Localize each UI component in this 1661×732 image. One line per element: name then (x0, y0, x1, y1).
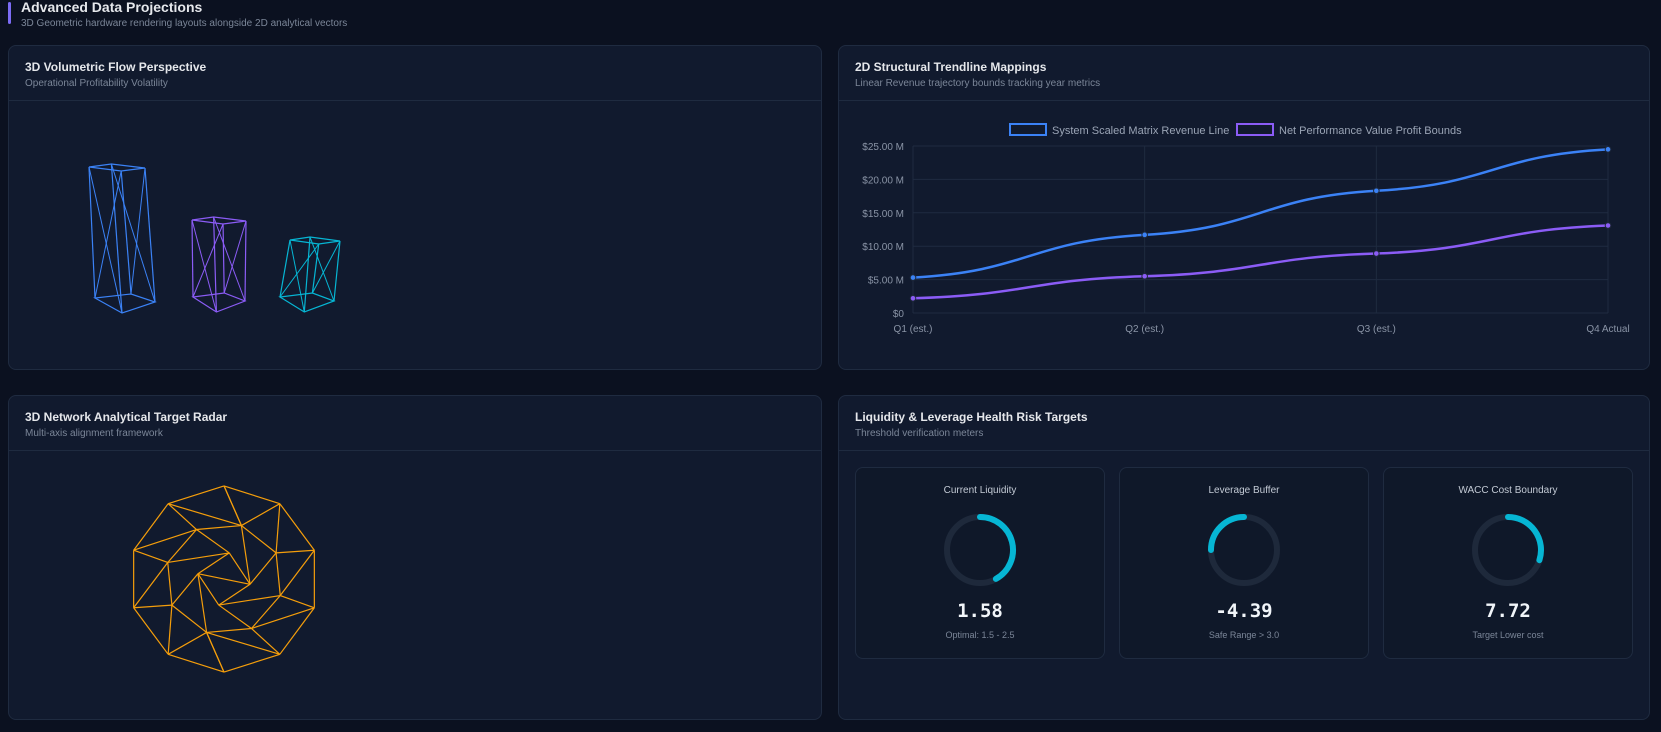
gauge-value: -4.39 (1215, 600, 1273, 622)
data-point[interactable] (1373, 187, 1380, 195)
radar-card: 3D Network Analytical Target Radar Multi… (8, 395, 822, 720)
prism-cyan (278, 236, 341, 313)
data-point[interactable] (1604, 222, 1612, 229)
page-subtitle: 3D Geometric hardware rendering layouts … (21, 18, 348, 29)
risk-subtitle: Threshold verification meters (855, 428, 984, 439)
y-tick-label: $20.00 M (862, 175, 904, 186)
gauge-note: Optimal: 1.5 - 2.5 (945, 630, 1015, 640)
gauge-ring (1208, 514, 1280, 586)
y-tick-label: $0 (893, 309, 905, 320)
legend-swatch[interactable] (1236, 123, 1274, 136)
prism-blue (88, 163, 157, 314)
y-tick-label: $15.00 M (862, 209, 904, 220)
series-line[interactable] (912, 224, 1609, 300)
x-tick-label: Q4 Actual (1586, 324, 1629, 335)
gauge-card-current-liquidity: Current Liquidity 1.58 Optimal: 1.5 - 2.… (855, 467, 1105, 659)
page-title: Advanced Data Projections (21, 0, 203, 15)
x-tick-label: Q3 (est.) (1357, 324, 1396, 335)
prism-violet (191, 216, 247, 313)
volumetric-card: 3D Volumetric Flow Perspective Operation… (8, 45, 822, 370)
radar-polyhedron (133, 485, 315, 673)
gauge-card-leverage-buffer: Leverage Buffer -4.39 Safe Range > 3.0 (1119, 467, 1369, 659)
y-tick-label: $25.00 M (862, 142, 904, 153)
volumetric-title: 3D Volumetric Flow Perspective (25, 60, 207, 74)
legend-label[interactable]: System Scaled Matrix Revenue Line (1052, 125, 1229, 137)
gauge-arc (1208, 514, 1247, 553)
gauge-note: Target Lower cost (1472, 630, 1544, 640)
x-tick-label: Q1 (est.) (894, 324, 933, 335)
trend-subtitle: Linear Revenue trajectory bounds trackin… (855, 78, 1101, 89)
x-tick-label: Q2 (est.) (1125, 324, 1164, 335)
series-line[interactable] (912, 148, 1609, 279)
gauge-value: 1.58 (957, 600, 1003, 622)
gauge-title: Leverage Buffer (1208, 485, 1280, 496)
data-point[interactable] (1141, 272, 1148, 280)
legend-swatch[interactable] (1009, 123, 1047, 136)
data-point[interactable] (909, 295, 917, 302)
data-point[interactable] (1604, 146, 1612, 153)
gauge-note: Safe Range > 3.0 (1208, 630, 1280, 640)
gauge-card-wacc-cost-boundary: WACC Cost Boundary 7.72 Target Lower cos… (1383, 467, 1633, 659)
trend-card: 2D Structural Trendline Mappings Linear … (838, 45, 1650, 370)
y-tick-label: $5.00 M (868, 276, 904, 287)
gauge-title: Current Liquidity (943, 485, 1017, 496)
gauge-arc (977, 514, 1016, 582)
volumetric-subtitle: Operational Profitability Volatility (25, 78, 168, 89)
page-header: Advanced Data Projections 3D Geometric h… (8, 0, 347, 32)
radar-title: 3D Network Analytical Target Radar (25, 410, 228, 424)
gauge-title: WACC Cost Boundary (1458, 485, 1558, 496)
gauge-ring (944, 514, 1016, 586)
radar-canvas[interactable] (9, 451, 822, 719)
gauge-ring (1472, 514, 1544, 586)
trend-title: 2D Structural Trendline Mappings (855, 60, 1047, 74)
radar-subtitle: Multi-axis alignment framework (25, 428, 163, 439)
chart-legend: System Scaled Matrix Revenue Line Net Per… (1009, 123, 1462, 137)
legend-label[interactable]: Net Performance Value Profit Bounds (1279, 125, 1462, 137)
data-point[interactable] (1373, 250, 1380, 257)
volumetric-canvas[interactable] (9, 101, 822, 369)
data-point[interactable] (909, 274, 917, 281)
y-tick-label: $10.00 M (862, 242, 904, 253)
header-accent-bar (8, 2, 11, 24)
risk-title: Liquidity & Leverage Health Risk Targets (855, 410, 1088, 424)
gauge-arc (1505, 514, 1544, 564)
data-point[interactable] (1141, 231, 1148, 239)
gauge-value: 7.72 (1485, 600, 1531, 622)
trend-chart[interactable]: $0 $5.00 M $10.00 M $15.00 M $20.00 M $25.00 … (839, 101, 1650, 369)
risk-card: Liquidity & Leverage Health Risk Targets… (838, 395, 1650, 720)
